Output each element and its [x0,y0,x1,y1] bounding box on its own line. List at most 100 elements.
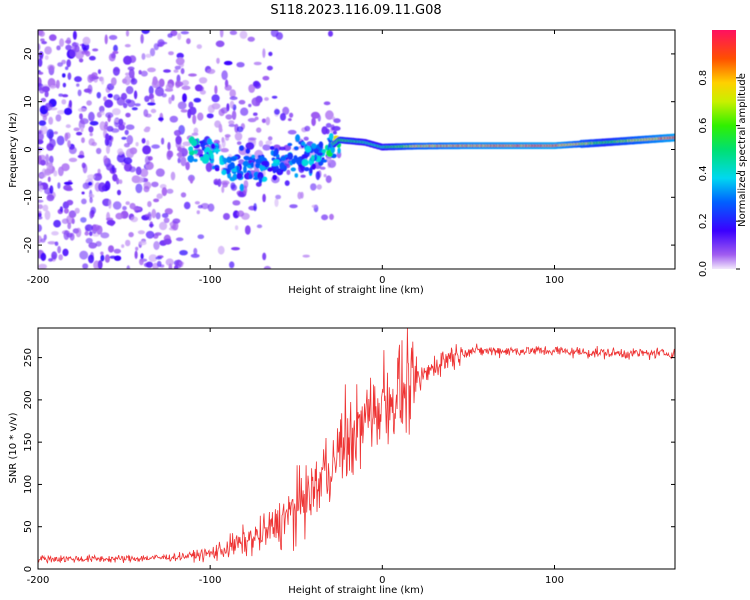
colorbar-tick-label: 0.6 [698,118,709,134]
noise-blob [135,142,139,147]
noise-blob [304,125,311,132]
noise-blob [153,198,160,203]
ridge-blob [316,152,324,156]
noise-blob [88,254,94,264]
noise-blob [332,130,337,135]
noise-blob [147,67,156,73]
noise-blob [62,73,66,78]
snr-y-tick-label: 100 [23,475,34,494]
noise-blob [105,133,110,141]
noise-blob [101,76,105,85]
noise-blob [222,181,229,188]
noise-blob [86,100,92,106]
ridge-blob [314,148,320,153]
noise-blob [50,85,56,90]
noise-blob [193,97,202,103]
noise-blob [282,106,290,115]
noise-blob [217,245,225,255]
ridge-blob [273,159,280,164]
ridge-blob [261,160,268,166]
noise-blob [64,39,72,44]
noise-blob [53,170,58,177]
noise-blob [155,212,161,220]
noise-blob [220,107,229,114]
noise-blob [117,189,121,196]
noise-blob [169,222,174,226]
ridge-blob [210,143,216,150]
noise-blob [89,210,94,219]
noise-blob [38,43,41,51]
noise-blob [168,51,174,56]
noise-blob [256,224,263,229]
noise-blob [49,185,54,195]
noise-blob [42,115,47,121]
noise-blob [236,126,244,133]
noise-blob [57,62,63,67]
noise-blob [217,178,222,187]
noise-blob [221,186,225,193]
spectrogram-y-tick-label: 10 [23,95,34,108]
noise-blob [108,136,114,141]
noise-blob [93,173,103,181]
noise-blob [125,86,134,95]
noise-blob [138,240,147,246]
noise-blob [77,154,85,159]
spectrogram-x-tick-label: -200 [27,275,50,286]
noise-blob [91,72,98,78]
noise-blob [44,46,52,55]
noise-blob [145,230,155,239]
noise-blob [103,155,108,165]
noise-blob [78,58,84,63]
noise-blob [216,57,220,64]
noise-blob [161,213,169,218]
noise-blob [41,86,50,93]
noise-blob [275,194,281,200]
noise-blob [80,127,84,133]
ridge-blob [229,177,236,182]
noise-blob [77,107,87,112]
noise-blob [104,34,108,45]
noise-blob [125,72,130,76]
noise-blob [310,183,317,191]
noise-blob [118,118,124,126]
snr-x-label: Height of straight line (km) [288,585,424,596]
noise-blob [114,255,122,261]
noise-blob [153,43,159,51]
noise-blob [96,225,103,235]
noise-blob [76,83,80,87]
noise-blob [146,140,150,146]
noise-blob [38,130,42,135]
noise-blob [188,101,194,109]
noise-blob [79,48,83,52]
noise-blob [62,94,69,98]
noise-blob [139,258,144,266]
noise-blob [80,217,87,223]
spectrogram-blobs [38,30,675,269]
noise-blob [62,82,67,88]
noise-blob [325,110,334,120]
noise-blob [43,234,47,241]
noise-blob [38,199,44,203]
colorbar: 0.0 0.2 0.4 0.6 0.8 Normalized spectral ampl… [698,30,748,277]
noise-blob [253,61,262,66]
spectrogram-y-tick-label: -20 [23,237,34,253]
noise-blob [38,154,46,162]
noise-blob [110,128,120,133]
noise-blob [100,110,105,116]
noise-blob [124,44,131,48]
noise-blob [253,203,257,212]
noise-blob [110,77,117,86]
noise-blob [144,95,150,103]
colorbar-gradient [712,30,736,269]
ridge-blob [223,157,227,165]
ridge-blob [259,155,265,161]
noise-blob [248,137,257,141]
noise-blob [51,231,59,236]
ridge-blob [273,150,277,157]
noise-blob [68,100,72,108]
colorbar-tick-label: 0.2 [698,213,709,229]
noise-blob [96,147,102,155]
noise-blob [44,55,49,60]
colorbar-ticks: 0.0 0.2 0.4 0.6 0.8 [698,70,740,277]
